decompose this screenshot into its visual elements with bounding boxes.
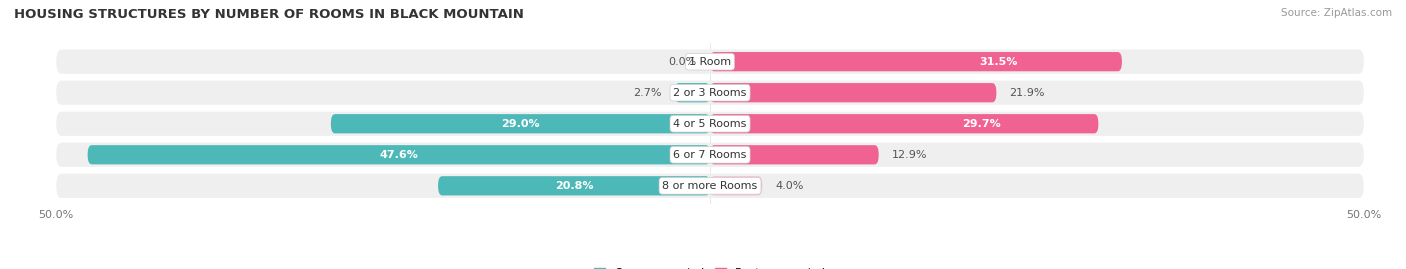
Text: 12.9%: 12.9%: [891, 150, 928, 160]
Text: Source: ZipAtlas.com: Source: ZipAtlas.com: [1281, 8, 1392, 18]
FancyBboxPatch shape: [710, 114, 1098, 133]
Text: 6 or 7 Rooms: 6 or 7 Rooms: [673, 150, 747, 160]
FancyBboxPatch shape: [710, 145, 879, 164]
Text: 2.7%: 2.7%: [633, 88, 662, 98]
FancyBboxPatch shape: [56, 174, 1364, 198]
Text: 4.0%: 4.0%: [776, 181, 804, 191]
FancyBboxPatch shape: [56, 49, 1364, 74]
Text: 31.5%: 31.5%: [979, 57, 1018, 67]
Text: 47.6%: 47.6%: [380, 150, 418, 160]
FancyBboxPatch shape: [675, 83, 710, 102]
Text: 29.7%: 29.7%: [963, 119, 1001, 129]
Text: 2 or 3 Rooms: 2 or 3 Rooms: [673, 88, 747, 98]
Text: 29.0%: 29.0%: [501, 119, 540, 129]
Text: HOUSING STRUCTURES BY NUMBER OF ROOMS IN BLACK MOUNTAIN: HOUSING STRUCTURES BY NUMBER OF ROOMS IN…: [14, 8, 524, 21]
Text: 21.9%: 21.9%: [1010, 88, 1045, 98]
Text: 20.8%: 20.8%: [555, 181, 593, 191]
FancyBboxPatch shape: [56, 143, 1364, 167]
Text: 8 or more Rooms: 8 or more Rooms: [662, 181, 758, 191]
FancyBboxPatch shape: [710, 176, 762, 196]
Text: 1 Room: 1 Room: [689, 57, 731, 67]
FancyBboxPatch shape: [56, 112, 1364, 136]
FancyBboxPatch shape: [710, 52, 1122, 71]
Text: 4 or 5 Rooms: 4 or 5 Rooms: [673, 119, 747, 129]
Legend: Owner-occupied, Renter-occupied: Owner-occupied, Renter-occupied: [589, 264, 831, 269]
FancyBboxPatch shape: [330, 114, 710, 133]
FancyBboxPatch shape: [439, 176, 710, 196]
FancyBboxPatch shape: [710, 83, 997, 102]
FancyBboxPatch shape: [87, 145, 710, 164]
FancyBboxPatch shape: [56, 81, 1364, 105]
Text: 0.0%: 0.0%: [669, 57, 697, 67]
